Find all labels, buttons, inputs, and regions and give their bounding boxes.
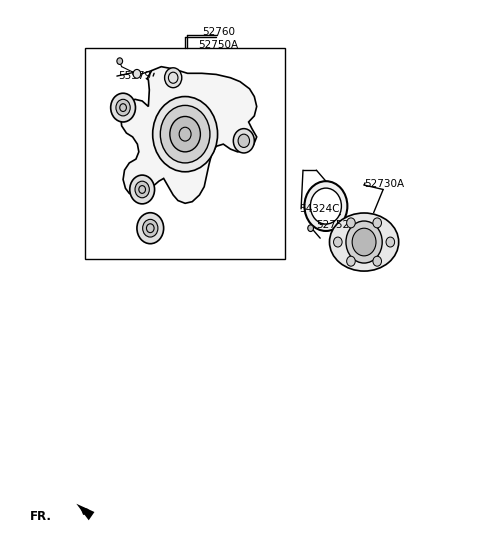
Circle shape [346, 221, 382, 263]
Circle shape [137, 213, 164, 244]
Text: 52760: 52760 [202, 27, 235, 37]
Circle shape [130, 175, 155, 204]
Circle shape [170, 116, 200, 152]
Text: FR.: FR. [30, 510, 52, 524]
Circle shape [116, 100, 130, 116]
Circle shape [334, 237, 342, 247]
Polygon shape [76, 504, 95, 520]
Circle shape [153, 97, 217, 172]
Circle shape [133, 70, 141, 78]
Circle shape [117, 58, 122, 64]
Ellipse shape [304, 181, 348, 231]
Text: 52730A: 52730A [364, 179, 404, 189]
Circle shape [352, 228, 376, 256]
Circle shape [165, 68, 182, 88]
Ellipse shape [329, 213, 399, 271]
Circle shape [160, 106, 210, 163]
Circle shape [308, 225, 313, 231]
Text: 55579: 55579 [118, 71, 151, 81]
Circle shape [386, 237, 395, 247]
Text: 54324C: 54324C [300, 204, 340, 214]
Circle shape [373, 218, 382, 228]
Circle shape [238, 134, 250, 147]
Circle shape [373, 256, 382, 266]
Circle shape [233, 128, 254, 153]
Polygon shape [120, 67, 257, 203]
Bar [85, 48, 285, 259]
Ellipse shape [311, 188, 341, 224]
Circle shape [143, 220, 158, 237]
Circle shape [347, 256, 355, 266]
Circle shape [135, 181, 149, 198]
Circle shape [111, 93, 135, 122]
Text: 52752: 52752 [316, 220, 349, 230]
Circle shape [347, 218, 355, 228]
Text: 52750A: 52750A [198, 39, 239, 49]
